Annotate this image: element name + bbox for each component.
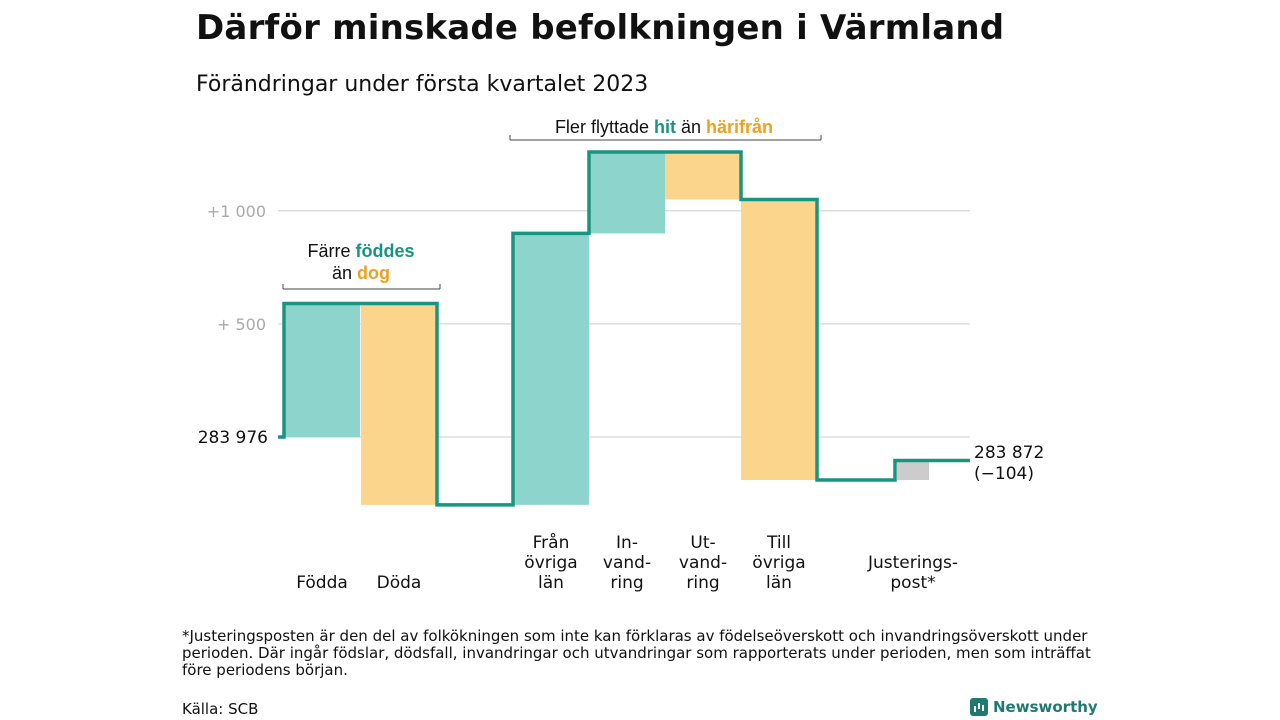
bar [284, 303, 360, 437]
chart-subtitle: Förändringar under första kvartalet 2023 [196, 72, 649, 97]
footnote: *Justeringsposten är den del av folkökni… [182, 627, 1091, 679]
brand-logo: Newsworthy [970, 698, 1098, 716]
category-label: In-vand-ring [603, 533, 651, 593]
annotation-bracket [282, 284, 441, 290]
bar [665, 151, 741, 200]
category-label: Justerings-post* [867, 553, 958, 593]
y-tick-label: + 500 [217, 315, 266, 334]
chart-icon [970, 698, 988, 716]
y-tick-label: +1 000 [207, 202, 266, 221]
step-line [278, 150, 970, 507]
annotation-migration: Fler flyttade hit än härifrån [555, 117, 773, 137]
bar [361, 303, 437, 505]
start-value-label: 283 976 [198, 428, 268, 448]
source-label: Källa: SCB [182, 700, 259, 718]
category-label: Från övriga län [524, 532, 577, 593]
brand-name: Newsworthy [993, 698, 1098, 716]
annotation-births-deaths: Färre föddes [307, 241, 414, 261]
bar [897, 460, 929, 480]
chart-title: Därför minskade befolkningen i Värmland [196, 8, 1005, 48]
waterfall-chart: + 500 +1 000 Födda Döda Från övriga län In-vand… [198, 117, 1045, 593]
category-label: Till övriga län [752, 533, 805, 593]
bar [741, 199, 817, 480]
end-value-label: 283 872 [974, 443, 1044, 463]
category-label: Ut-vand-ring [679, 533, 727, 593]
category-label: Döda [377, 573, 422, 593]
bar [589, 151, 665, 234]
bar [513, 233, 589, 505]
annotation-births-deaths-line2: än dog [332, 263, 390, 283]
end-change-label: (−104) [974, 464, 1034, 484]
category-label: Födda [296, 573, 348, 593]
annotation-bracket [509, 135, 822, 141]
